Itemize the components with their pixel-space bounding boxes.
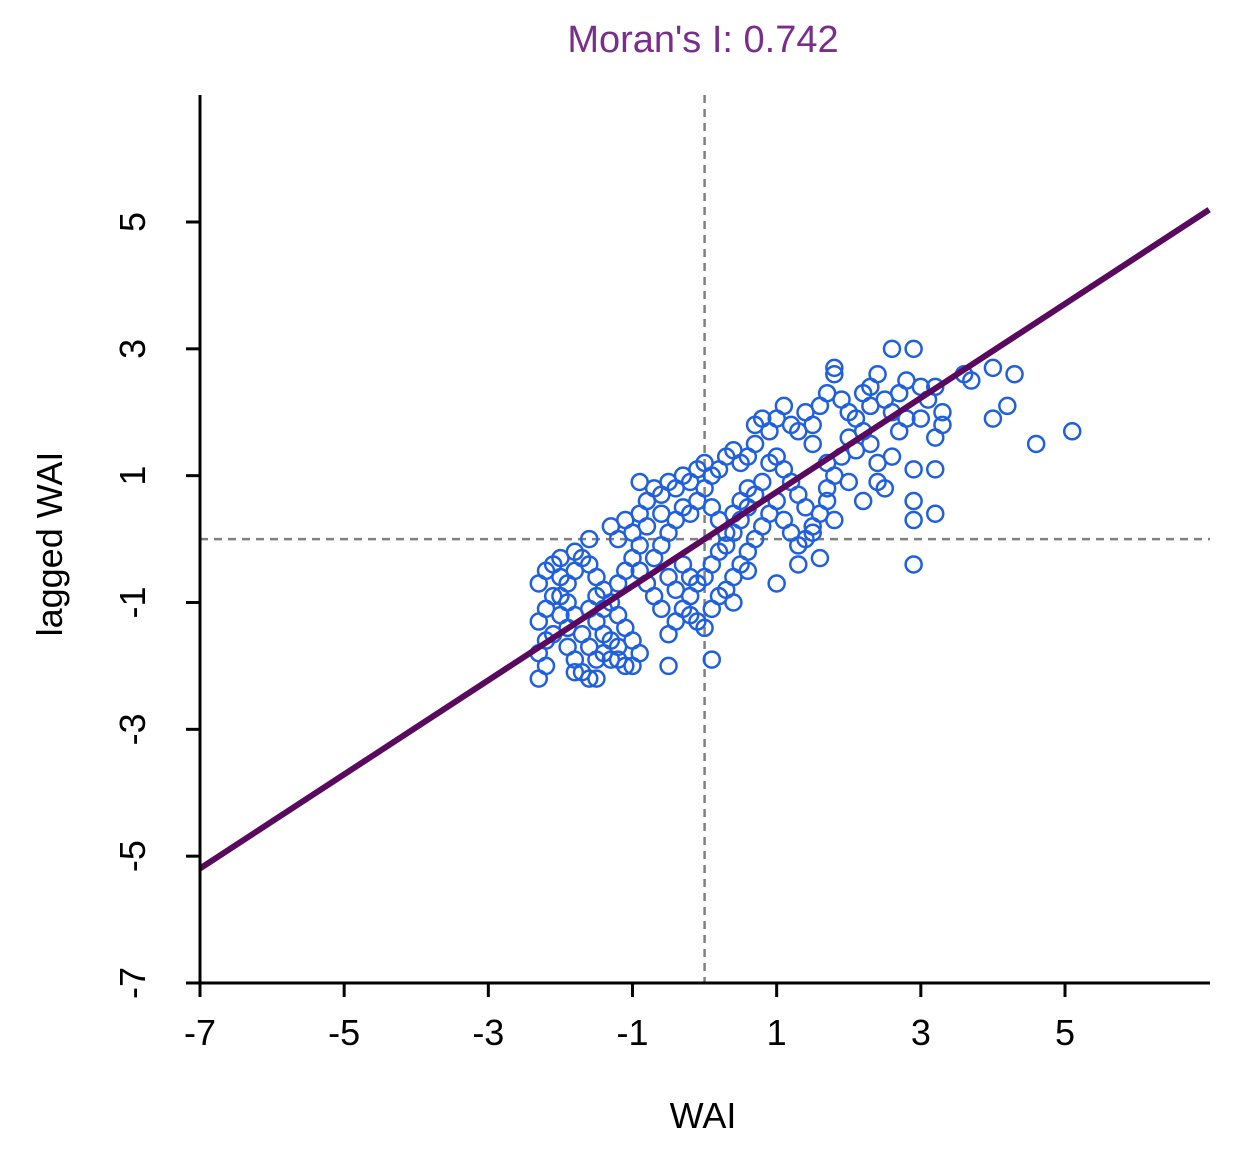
data-point (853, 491, 873, 511)
data-point (904, 555, 923, 574)
chart-title: Moran's I: 0.742 (567, 19, 838, 61)
data-point (565, 542, 585, 562)
data-point (904, 339, 923, 359)
data-point (745, 434, 765, 454)
data-point (861, 377, 880, 397)
data-point (774, 396, 794, 416)
y-tick-label: -5 (112, 840, 153, 872)
x-tick-label: -7 (184, 1012, 216, 1053)
y-tick-label: -7 (112, 967, 153, 999)
data-point (666, 612, 685, 631)
data-point (738, 479, 758, 498)
y-tick-label: 5 (112, 212, 153, 232)
data-point (702, 650, 722, 669)
data-point (652, 504, 671, 523)
data-point (637, 517, 657, 536)
data-point (580, 529, 599, 549)
y-axis-title: lagged WAI (29, 452, 70, 637)
data-point (738, 561, 758, 581)
scatter-points (529, 339, 1082, 688)
data-point (803, 415, 822, 435)
data-point (926, 377, 945, 397)
data-point (616, 656, 635, 676)
data-point (695, 479, 714, 498)
y-tick-label: -3 (112, 713, 153, 745)
data-point (767, 574, 786, 593)
data-point (933, 403, 952, 422)
y-tick-label: 1 (112, 466, 153, 486)
x-tick-label: -3 (472, 1012, 504, 1053)
data-point (601, 517, 621, 536)
data-point (983, 409, 1003, 428)
data-point (904, 491, 923, 511)
data-point (659, 567, 678, 587)
data-point (695, 618, 714, 638)
data-point (904, 460, 923, 479)
data-point (817, 479, 837, 498)
x-tick-label: 1 (767, 1012, 787, 1053)
data-point (983, 358, 1003, 378)
x-tick-label: 3 (911, 1012, 931, 1053)
x-tick-label: 5 (1055, 1012, 1075, 1053)
data-point (760, 453, 779, 473)
data-point (962, 371, 981, 390)
x-tick-label: -1 (616, 1012, 648, 1053)
data-point (551, 586, 570, 606)
data-point (882, 447, 902, 466)
data-point (572, 624, 592, 644)
data-point (803, 523, 822, 542)
data-point (810, 548, 830, 568)
y-axis-ticks: -7 -5 -3 -1 1 3 5 (112, 212, 200, 999)
data-point (882, 339, 902, 359)
data-point (1005, 364, 1024, 384)
data-point (587, 669, 606, 688)
data-point (904, 510, 923, 530)
data-point (1062, 422, 1082, 441)
data-point (580, 669, 599, 688)
x-axis-ticks: -7 -5 -3 -1 1 3 5 (184, 983, 1075, 1053)
data-point (926, 504, 945, 523)
data-point (825, 358, 844, 378)
data-point (911, 409, 931, 428)
data-point (789, 555, 808, 574)
data-point (998, 396, 1017, 416)
axes (198, 95, 1210, 985)
data-point (868, 472, 887, 492)
data-point (803, 434, 822, 454)
x-axis-title: WAI (670, 1095, 737, 1136)
data-point (659, 656, 678, 676)
data-point (926, 428, 945, 447)
x-tick-label: -5 (328, 1012, 360, 1053)
data-point (825, 364, 844, 384)
y-tick-label: 3 (112, 339, 153, 359)
data-point (839, 472, 858, 492)
data-point (529, 574, 549, 593)
data-point (608, 637, 628, 657)
data-point (926, 460, 945, 479)
data-point (1026, 434, 1046, 454)
y-tick-label: -1 (112, 586, 153, 618)
data-point (724, 593, 743, 612)
data-point (680, 567, 700, 587)
regression-line (198, 207, 1211, 871)
